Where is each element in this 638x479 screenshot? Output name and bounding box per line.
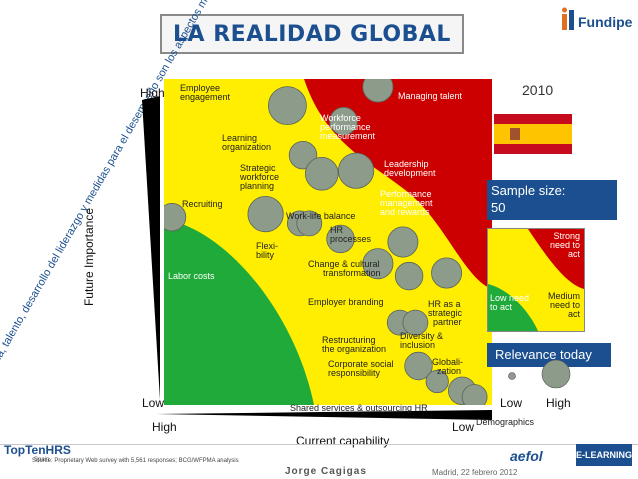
bubble-hr-processes: [326, 224, 355, 254]
label-employee-engagement: Employee engagement: [180, 83, 231, 102]
author-label: Jorge Cagigas: [285, 466, 367, 477]
label-demographics: Demographics: [476, 417, 535, 427]
label-managing-talent: Managing talent: [398, 91, 463, 101]
low-region: [164, 219, 314, 405]
relevance-bubbles: [508, 359, 571, 389]
fundipe-logo: Fundipe: [560, 4, 634, 44]
relevance-small-bubble: [508, 372, 516, 380]
x-axis-arrow: [156, 410, 492, 420]
sample-size-label: Sample size:: [491, 183, 566, 198]
bubble-change-cultural-transformation: [362, 248, 394, 280]
brand-right-logo: E-LEARNING: [576, 444, 632, 466]
bubble-employee-engagement: [268, 86, 307, 126]
source-note: Source: Proprietary Web survey with 5,56…: [32, 458, 239, 464]
bubble-leadership-development: [338, 152, 375, 189]
footer-divider: [0, 444, 638, 445]
label-learning-organization: Learning organization: [222, 133, 272, 152]
brand-left-sub: Spain: [34, 457, 50, 463]
bubble-managing-talent: [362, 79, 394, 103]
legend-low-label: Low need to act: [490, 293, 530, 312]
label-labor-costs: Labor costs: [168, 271, 215, 281]
legend-strong-swatch: [528, 229, 584, 289]
bubble-strategic-workforce-planning: [305, 157, 339, 191]
sample-size-box: Sample size: 50: [487, 180, 617, 220]
legend-low-swatch: [488, 284, 538, 331]
need-legend-graphic: [488, 229, 584, 331]
bubble-performance-management-and-rewards: [387, 226, 419, 258]
label-shared-services: Shared services & outsourcing HR: [290, 403, 428, 413]
bubble-hr-as-a-strategic-partner: [431, 257, 463, 289]
label-employer-branding: Employer branding: [308, 297, 384, 307]
spain-flag-icon: [494, 114, 572, 154]
label-change-cultural: Change & cultural transformation: [308, 259, 381, 278]
bubble-employer-branding: [394, 261, 424, 291]
bubble-diversity-inclusion: [402, 309, 429, 336]
date-label: Madrid, 22 febrero 2012: [432, 468, 518, 477]
bubble-demographics: [461, 384, 488, 405]
label-work-life-balance: Work-life balance: [286, 211, 356, 221]
chart-plot: [164, 79, 492, 405]
x-axis-title: Current capability: [296, 434, 390, 448]
y-axis-title: Future Importance: [82, 207, 97, 307]
label-flexibility: Flexi-bility: [256, 241, 278, 260]
label-leadership-development: Leadership development: [384, 159, 436, 178]
label-hr-strategic-partner: HR as a strategic partner: [428, 299, 463, 327]
sample-size-value: 50: [491, 200, 506, 215]
legend-strong-label: Strong need to act: [549, 231, 580, 259]
y-low-label: Low: [142, 396, 165, 410]
fundipe-mark-icon: [562, 7, 574, 30]
label-performance-management: Performance management and rewards: [380, 189, 433, 217]
label-globalization: Globali- zation: [432, 357, 464, 376]
bubble-workforce-performance-measurement: [329, 106, 358, 136]
label-recruiting: Recruiting: [182, 199, 223, 209]
legend-medium-label: Medium need to act: [547, 291, 580, 319]
bubble-recruiting: [247, 196, 284, 233]
x-low-label: Low: [452, 420, 475, 434]
need-legend: [487, 228, 585, 332]
label-strategic-planning: Strategic workforce planning: [240, 163, 280, 191]
fundipe-logo-text: Fundipe: [578, 14, 633, 30]
bubble-flexibility: [296, 210, 323, 237]
year-label: 2010: [522, 82, 554, 98]
y-axis-arrow: [142, 96, 160, 400]
label-hr-processes: HR processes: [330, 225, 372, 244]
label-csr: Corporate social responsibility: [328, 359, 394, 378]
brand-left-logo: TopTenHRS: [4, 443, 71, 457]
relevance-high-label: High: [546, 396, 571, 410]
label-diversity-inclusion: Diversity & inclusion: [400, 331, 444, 350]
x-high-label: High: [152, 420, 177, 434]
brand-mid-logo: aefol: [510, 448, 543, 464]
bubble-globalization: [425, 369, 449, 394]
y-high-label: High: [140, 86, 165, 100]
relevance-large-bubble: [541, 359, 571, 389]
bubble-labor-costs: [164, 203, 187, 232]
bubble-layer: [164, 79, 488, 405]
bubble-corporate-social-responsibility: [404, 351, 433, 381]
label-restructuring: Restructuring the organization: [322, 335, 387, 354]
label-workforce-performance: Workforce performance measurement: [320, 113, 376, 141]
relevance-low-label: Low: [500, 396, 523, 410]
page-title: LA REALIDAD GLOBAL: [160, 14, 464, 54]
